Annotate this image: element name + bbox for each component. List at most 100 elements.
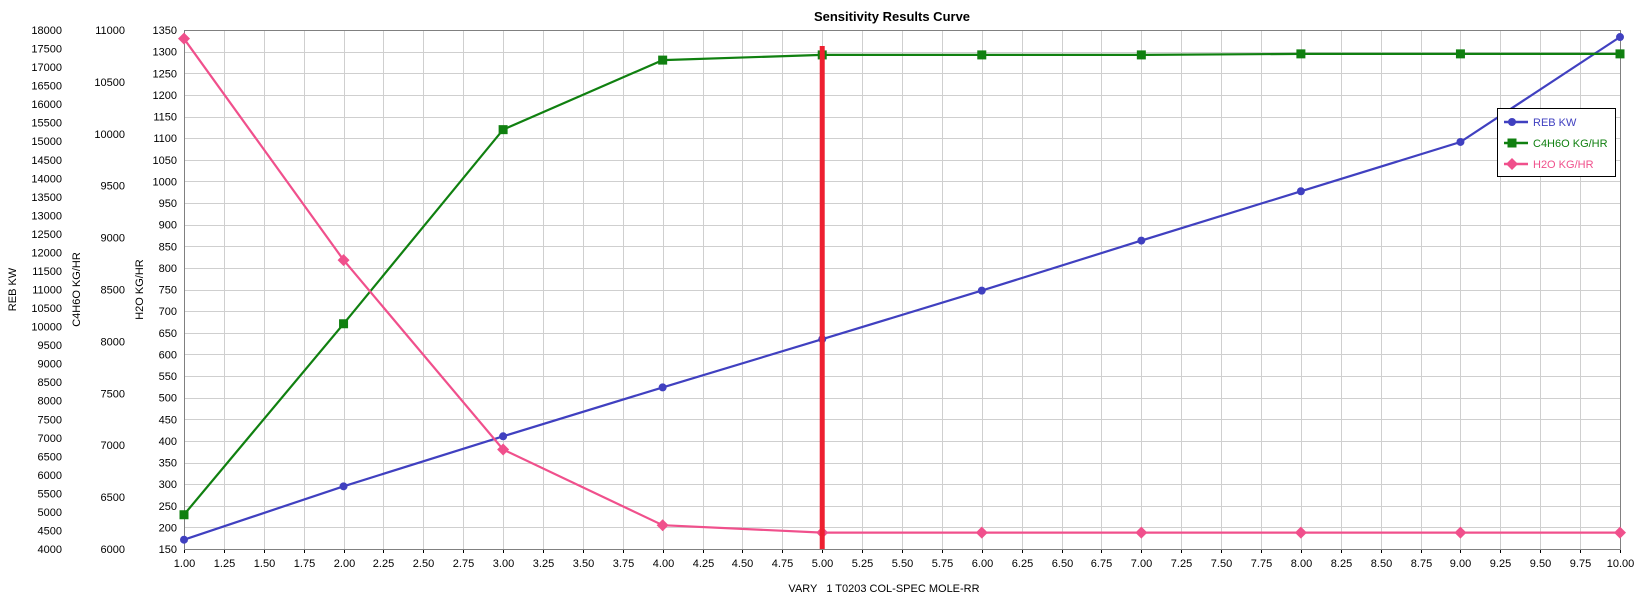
h2o-axis-tick-label: 700 — [159, 306, 177, 318]
x-tick-label: 8.00 — [1291, 558, 1312, 570]
reb-axis-tick-label: 16500 — [31, 81, 62, 93]
chart-title: Sensitivity Results Curve — [814, 9, 970, 24]
reb-axis-tick-label: 14000 — [31, 173, 62, 185]
reb-axis-tick-label: 4500 — [38, 525, 62, 537]
reb-axis-tick-label: 14500 — [31, 155, 62, 167]
h2o-axis-tick-label: 850 — [159, 241, 177, 253]
legend-swatch-marker — [1508, 118, 1516, 126]
x-tick-label: 1.75 — [294, 558, 315, 570]
x-tick-label: 9.25 — [1490, 558, 1511, 570]
x-tick-label: 7.25 — [1171, 558, 1192, 570]
h2o-axis-tick-label: 1300 — [153, 47, 177, 59]
reb-axis-tick-label: 13000 — [31, 210, 62, 222]
data-point-c4h6o — [977, 50, 987, 60]
reb-axis-tick-label: 5000 — [38, 507, 62, 519]
x-tick-label: 7.50 — [1211, 558, 1232, 570]
reb-axis-tick-label: 8000 — [38, 396, 62, 408]
h2o-axis-tick-label: 1250 — [153, 68, 177, 80]
x-tick-label: 6.25 — [1012, 558, 1033, 570]
h2o-axis-tick-label: 400 — [159, 436, 177, 448]
reb-axis-tick-label: 4000 — [38, 544, 62, 556]
x-tick-label: 4.50 — [732, 558, 753, 570]
x-tick-label: 9.75 — [1570, 558, 1591, 570]
series-c4h6o — [179, 49, 1625, 520]
h2o-axis-tick-label: 150 — [159, 544, 177, 556]
x-tick-label: 3.75 — [613, 558, 634, 570]
h2o-axis-tick-label: 1350 — [153, 25, 177, 37]
legend: REB KW C4H6O KG/HR H2O KG/HR — [1497, 108, 1616, 177]
plot-frame — [184, 30, 1621, 550]
c4h6o-axis-tick-label: 8500 — [101, 285, 125, 297]
c4h6o-axis-tick-label: 6500 — [101, 492, 125, 504]
h2o-axis-tick-label: 1100 — [153, 133, 177, 145]
x-tick-label: 2.00 — [334, 558, 355, 570]
x-tick-label: 1.50 — [254, 558, 275, 570]
data-point-h2o — [178, 32, 190, 45]
x-tick-label: 4.00 — [653, 558, 674, 570]
c4h6o-axis-tick-label: 9000 — [101, 233, 125, 245]
data-point-c4h6o — [498, 125, 508, 135]
h2o-axis-tick-label: 1050 — [153, 155, 177, 167]
x-tick-label: 4.25 — [693, 558, 714, 570]
x-tick-label: 7.00 — [1131, 558, 1152, 570]
reb-axis-tick-label: 7500 — [38, 414, 62, 426]
h2o-axis-title: H2O KG/HR — [134, 259, 146, 320]
legend-item-label: REB KW — [1533, 117, 1577, 129]
data-point-reb — [1456, 137, 1465, 146]
x-tick-label: 5.75 — [932, 558, 953, 570]
c4h6o-axis-tick-label: 8000 — [101, 336, 125, 348]
x-tick-label: 3.00 — [493, 558, 514, 570]
x-tick-label: 2.25 — [373, 558, 394, 570]
data-point-h2o — [1294, 526, 1307, 539]
x-tick-label: 1.00 — [174, 558, 195, 570]
series-line-reb — [183, 36, 1621, 541]
c4h6o-axis-tick-label: 7500 — [101, 388, 125, 400]
data-point-c4h6o — [1296, 49, 1306, 59]
reb-axis-tick-label: 13500 — [31, 192, 62, 204]
data-point-c4h6o — [1615, 49, 1625, 59]
x-tick-label: 9.50 — [1530, 558, 1551, 570]
reb-axis-tick-label: 10500 — [31, 303, 62, 315]
data-point-reb — [499, 432, 508, 441]
data-point-reb — [1296, 187, 1305, 196]
reb-axis-tick-label: 6500 — [38, 451, 62, 463]
h2o-axis-tick-label: 300 — [159, 479, 177, 491]
data-point-h2o — [1454, 526, 1467, 539]
c4h6o-axis-tick-label: 10000 — [94, 129, 125, 141]
series-line-h2o — [183, 38, 1620, 534]
data-point-reb — [977, 286, 986, 295]
series-line-c4h6o — [183, 52, 1620, 516]
c4h6o-axis-tick-label: 10500 — [94, 77, 125, 89]
data-point-h2o — [656, 519, 669, 532]
data-point-h2o — [497, 443, 510, 456]
reb-axis-tick-label: 6000 — [38, 470, 62, 482]
x-axis-title: VARY 1 T0203 COL-SPEC MOLE-RR — [788, 583, 979, 595]
h2o-axis-tick-label: 500 — [159, 393, 177, 405]
legend-swatch-marker — [1506, 158, 1518, 170]
data-point-reb — [180, 535, 188, 544]
reb-axis-tick-label: 15500 — [31, 118, 62, 130]
reb-axis-tick-label: 11000 — [32, 285, 62, 297]
x-tick-label: 6.75 — [1091, 558, 1112, 570]
reb-axis-tick-label: 12500 — [31, 229, 62, 241]
x-tick-label: 3.50 — [573, 558, 594, 570]
data-point-c4h6o — [1136, 50, 1146, 60]
x-tick-label: 1.25 — [214, 558, 235, 570]
data-point-h2o — [975, 526, 988, 539]
reb-axis-title: REB KW — [7, 267, 19, 311]
x-tick-label: 5.50 — [892, 558, 913, 570]
x-tick-label: 10.00 — [1607, 558, 1635, 570]
h2o-axis-tick-label: 550 — [159, 371, 177, 383]
h2o-axis-tick-label: 750 — [159, 285, 177, 297]
reb-axis-tick-label: 17500 — [31, 44, 62, 56]
c4h6o-axis-tick-label: 6000 — [101, 544, 125, 556]
data-point-reb — [339, 482, 348, 491]
x-tick-label: 4.75 — [772, 558, 793, 570]
reb-axis-tick-label: 9500 — [38, 340, 62, 352]
data-point-c4h6o — [1455, 49, 1465, 59]
reb-axis-tick-label: 8500 — [38, 377, 62, 389]
x-tick-label: 8.75 — [1411, 558, 1432, 570]
